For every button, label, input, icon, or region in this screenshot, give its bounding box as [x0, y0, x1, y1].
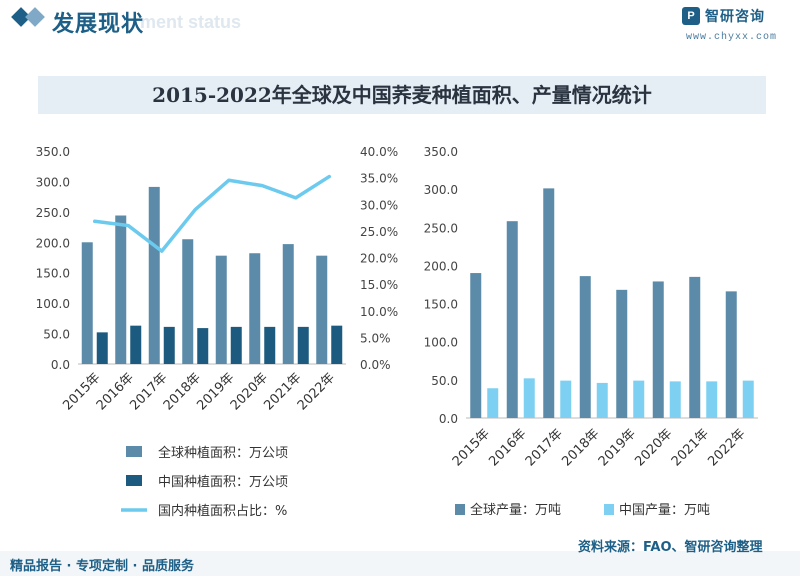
- x-tick-label: 2015年: [450, 426, 493, 469]
- header-subtitle: ment status: [140, 12, 242, 32]
- bar-global-area: [148, 186, 160, 364]
- bar-global-output: [689, 276, 701, 418]
- x-tick-label: 2017年: [523, 426, 566, 469]
- y-tick-label: 50.0: [431, 374, 458, 388]
- y-tick-label: 0.0: [439, 412, 458, 426]
- bar-global-area: [282, 244, 294, 364]
- legend-label: 全球种植面积：万公顷: [158, 445, 288, 461]
- y2-tick-label: 10.0%: [360, 305, 398, 319]
- bar-china-output: [487, 388, 499, 418]
- legend-label: 全球产量：万吨: [470, 502, 561, 518]
- footer-bar: 精品报告 · 专项定制 · 品质服务: [0, 551, 800, 576]
- brand-name: 智研咨询: [705, 9, 765, 25]
- bar-china-area: [297, 326, 309, 364]
- bar-china-output: [560, 380, 572, 418]
- bar-global-output: [543, 188, 555, 418]
- bar-global-area: [215, 255, 227, 364]
- x-tick-label: 2020年: [632, 426, 675, 469]
- bar-china-area: [163, 326, 175, 364]
- bar-global-area: [316, 255, 328, 364]
- y2-tick-label: 35.0%: [360, 172, 398, 186]
- bar-china-area: [264, 326, 276, 364]
- x-tick-label: 2016年: [486, 426, 529, 469]
- y-tick-label: 350.0: [36, 145, 70, 159]
- legend-label: 国内种植面积占比：%: [158, 503, 287, 519]
- legend-swatch: [455, 504, 465, 515]
- bar-global-output: [506, 221, 518, 418]
- y-tick-label: 150.0: [424, 298, 458, 312]
- bar-china-area: [130, 325, 142, 364]
- bar-china-output: [596, 382, 608, 418]
- bar-china-area: [230, 326, 242, 364]
- x-tick-label: 2019年: [596, 426, 639, 469]
- bar-global-output: [725, 291, 737, 418]
- brand: P 智研咨询: [682, 6, 765, 26]
- bar-global-area: [81, 242, 93, 364]
- y-tick-label: 350.0: [424, 145, 458, 159]
- x-tick-label: 2018年: [559, 426, 602, 469]
- page-title: 发展现状: [52, 12, 145, 37]
- bar-global-output: [470, 273, 482, 418]
- y-tick-label: 250.0: [424, 221, 458, 235]
- legend-swatch: [126, 446, 142, 457]
- bar-china-output: [742, 380, 754, 418]
- y-tick-label: 100.0: [36, 297, 70, 311]
- bar-global-area: [182, 239, 194, 364]
- bar-china-output: [706, 381, 718, 418]
- y-tick-label: 250.0: [36, 206, 70, 220]
- y-tick-label: 100.0: [424, 336, 458, 350]
- y-tick-label: 200.0: [36, 236, 70, 250]
- y2-tick-label: 20.0%: [360, 252, 398, 266]
- chart-main-title: 2015-2022年全球及中国荞麦种植面积、产量情况统计: [152, 83, 652, 107]
- bar-global-output: [579, 276, 591, 418]
- brand-logo-icon: P: [682, 7, 700, 25]
- y-tick-label: 300.0: [424, 183, 458, 197]
- bar-global-output: [652, 281, 664, 418]
- legend-swatch: [126, 475, 142, 486]
- y-tick-label: 300.0: [36, 175, 70, 189]
- legend-swatch: [604, 504, 614, 515]
- legend-label: 中国种植面积：万公顷: [158, 475, 288, 490]
- y-tick-label: 0.0: [51, 358, 70, 372]
- x-tick-label: 2022年: [705, 426, 748, 469]
- y-tick-label: 150.0: [36, 267, 70, 281]
- bar-global-area: [249, 253, 261, 364]
- y2-tick-label: 0.0%: [360, 358, 391, 372]
- brand-url: www.chyxx.com: [686, 32, 778, 43]
- y-tick-label: 50.0: [43, 328, 70, 342]
- header-bar: ment status 发展现状 P 智研咨询 www.chyxx.com: [0, 0, 800, 48]
- bar-china-area: [331, 325, 343, 364]
- legend-label: 中国产量：万吨: [619, 503, 710, 518]
- y2-tick-label: 40.0%: [360, 145, 398, 159]
- x-tick-label: 2021年: [669, 426, 712, 469]
- bar-global-area: [115, 215, 127, 364]
- bar-china-area: [96, 332, 108, 364]
- bar-china-output: [523, 378, 535, 418]
- bar-china-output: [633, 380, 645, 418]
- bar-china-area: [197, 328, 209, 364]
- y2-tick-label: 25.0%: [360, 225, 398, 239]
- line-china-share: [93, 174, 331, 253]
- y-tick-label: 200.0: [424, 259, 458, 273]
- y2-tick-label: 30.0%: [360, 198, 398, 212]
- x-tick-label: 2022年: [295, 370, 338, 413]
- y2-tick-label: 15.0%: [360, 278, 398, 292]
- chart-title-box: 2015-2022年全球及中国荞麦种植面积、产量情况统计: [38, 76, 766, 114]
- bar-global-output: [616, 289, 628, 418]
- footer-slogan: 精品报告 · 专项定制 · 品质服务: [10, 559, 194, 574]
- y2-tick-label: 5.0%: [360, 331, 391, 345]
- footer-source: 资料来源：FAO、智研咨询整理: [578, 540, 763, 555]
- bar-china-output: [669, 381, 681, 418]
